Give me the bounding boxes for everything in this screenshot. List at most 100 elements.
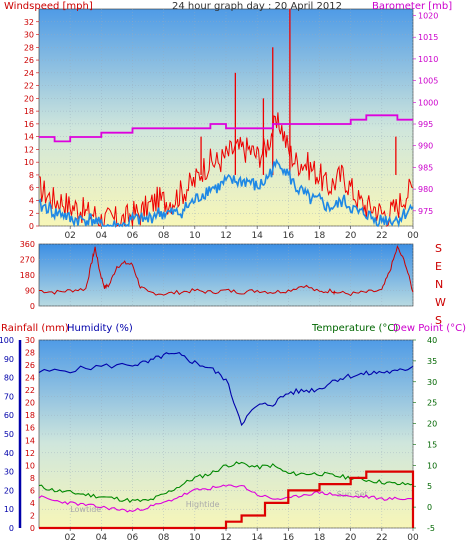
windspeed-tick-label: 10 (24, 158, 34, 167)
x-tick-label: 20 (345, 231, 357, 241)
humidity-tick-label: 50 (4, 430, 14, 439)
temp-tick-label: -5 (427, 524, 435, 533)
x-tick-label: 06 (127, 231, 139, 241)
humidity-line (38, 351, 414, 427)
dewpoint-line (38, 484, 414, 513)
rainfall-tick-label: 16 (25, 424, 35, 433)
temp-tick-label: 20 (427, 420, 437, 429)
windspeed-tick-label: 8 (29, 171, 34, 180)
rainfall-tick-label: 2 (30, 511, 35, 520)
rainfall-tick-label: 14 (25, 436, 35, 445)
rainfall-tick-label: 0 (30, 524, 35, 533)
humidity-tick-label: 0 (9, 524, 14, 533)
windspeed-tick-label: 20 (24, 94, 34, 103)
x-tick-label: 16 (283, 231, 295, 241)
rainfall-tick-label: 20 (25, 399, 35, 408)
barometer-tick-label: 980 (418, 185, 433, 194)
temp-tick-label: 10 (427, 461, 437, 470)
x-tick-label: 20 (345, 533, 357, 543)
average-wind-line (38, 158, 414, 228)
humidity-tick-label: 60 (4, 411, 14, 420)
humidity-tick-label: 70 (4, 392, 14, 401)
x-tick-label: 08 (158, 533, 170, 543)
barometer-tick-label: 1010 (418, 55, 438, 64)
humidity-tick-label: 80 (4, 374, 14, 383)
x-tick-label: 10 (189, 231, 201, 241)
rainfall-tick-label: 6 (30, 486, 35, 495)
barometer-tick-label: 990 (418, 142, 433, 151)
wind-series (38, 9, 414, 228)
temp-tick-label: 15 (427, 440, 437, 449)
direction-tick-label: 0 (30, 302, 35, 311)
x-tick-label: 22 (376, 533, 387, 543)
rainfall-tick-label: 10 (25, 461, 35, 470)
temp-tick-label: 25 (427, 399, 437, 408)
barometer-tick-label: 975 (418, 207, 433, 216)
x-tick-label: 08 (158, 231, 170, 241)
windspeed-tick-label: 22 (24, 82, 34, 91)
dewpoint-axis-title: Dew Point (°C) (393, 323, 466, 334)
windspeed-tick-label: 28 (24, 43, 34, 52)
windspeed-line (38, 112, 414, 228)
temp-tick-label: 5 (427, 482, 432, 491)
x-tick-label: 12 (220, 533, 231, 543)
humidity-tick-label: 30 (4, 468, 14, 477)
direction-series (39, 244, 414, 297)
humidity-tick-label: 40 (4, 449, 14, 458)
x-tick-label: 04 (96, 231, 108, 241)
tide-annotation: Hightide (186, 500, 220, 509)
rainfall-axis-title: Rainfall (mm) (1, 323, 69, 334)
windspeed-tick-label: 24 (24, 69, 34, 78)
barometer-line (39, 114, 413, 143)
direction-tick-label: 180 (20, 271, 35, 280)
tide-annotations: Lowtide Hightide Sun Set (70, 490, 367, 514)
windspeed-axis-title: Windspeed [mph] (4, 1, 93, 12)
tide-annotation: Sun Set (337, 490, 368, 499)
rainfall-tick-label: 22 (25, 386, 35, 395)
rainfall-tick-label: 26 (25, 361, 35, 370)
barometer-tick-label: 1015 (418, 33, 438, 42)
windspeed-tick-label: 4 (29, 196, 34, 205)
compass-label: S (435, 242, 442, 255)
x-tick-label: 22 (376, 231, 387, 241)
wind-x-axis: 02 04 06 08 10 12 14 16 18 20 22 00 (64, 226, 419, 241)
x-tick-label: 16 (283, 533, 295, 543)
rainfall-tick-label: 28 (25, 349, 35, 358)
windspeed-tick-label: 0 (29, 222, 34, 231)
direction-gridlines (39, 243, 414, 307)
x-tick-label: 06 (127, 533, 139, 543)
x-tick-label: 02 (64, 231, 75, 241)
x-tick-label: 00 (407, 231, 419, 241)
rainfall-tick-label: 30 (25, 336, 35, 345)
humidity-axis-title: Humidity (%) (67, 323, 133, 334)
windspeed-tick-label: 12 (24, 145, 34, 154)
temp-tick-label: 30 (427, 378, 437, 387)
compass-label: N (435, 278, 443, 291)
windspeed-tick-label: 32 (24, 18, 34, 27)
chart-title: 24 hour graph day : 20 April 2012 (172, 1, 342, 12)
compass-label: E (435, 260, 442, 273)
temperature-axis-title: Temperature (°C) (311, 323, 398, 334)
direction-axis: 0 90 180 270 360 (20, 240, 35, 311)
humidity-tick-label: 100 (0, 336, 14, 345)
rainfall-tick-label: 12 (25, 449, 35, 458)
windspeed-tick-label: 6 (29, 184, 34, 193)
compass-label: W (435, 296, 446, 309)
direction-tick-label: 270 (20, 256, 35, 265)
rainfall-tick-label: 24 (25, 374, 35, 383)
windspeed-tick-label: 30 (24, 31, 34, 40)
temp-tick-label: 35 (427, 357, 437, 366)
barometer-axis: 975 980 985 990 995 1000 1005 1010 1015 1020 (413, 12, 438, 216)
rainfall-tick-label: 18 (25, 411, 35, 420)
humidity-tick-label: 10 (4, 505, 14, 514)
barometer-tick-label: 985 (418, 163, 433, 172)
rainfall-tick-label: 4 (30, 499, 35, 508)
compass-label: S (435, 314, 442, 327)
rainfall-tick-label: 8 (30, 474, 35, 483)
humidity-tick-label: 90 (4, 355, 14, 364)
barometer-tick-label: 1005 (418, 77, 438, 86)
temp-tick-label: 40 (427, 336, 437, 345)
